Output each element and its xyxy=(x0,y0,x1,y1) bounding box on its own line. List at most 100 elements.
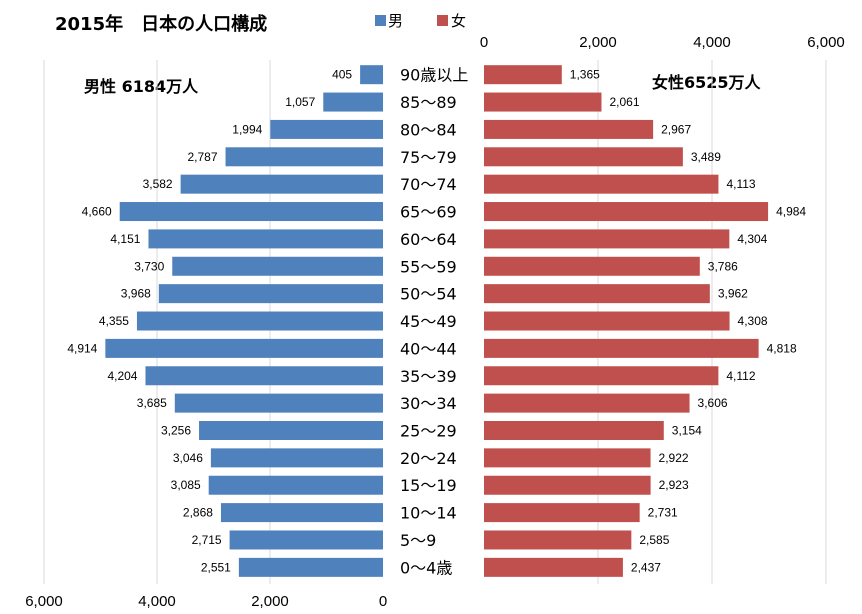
female-bar xyxy=(484,503,640,523)
age-group-label: 45～49 xyxy=(400,312,457,331)
female-data-label: 2,437 xyxy=(631,560,661,574)
male-data-label: 1,057 xyxy=(285,95,315,109)
female-bar xyxy=(484,147,683,167)
male-bar xyxy=(229,530,383,550)
male-bar xyxy=(174,393,383,413)
age-group-label: 15～19 xyxy=(400,476,457,495)
chart-title: 2015年 日本の人口構成 xyxy=(55,13,267,35)
male-x-tick-label: 4,000 xyxy=(138,593,176,610)
age-group-label: 10～14 xyxy=(400,504,457,523)
age-group-label: 70～74 xyxy=(400,175,457,194)
male-x-tick-label: 6,000 xyxy=(25,593,63,610)
male-x-tick-label: 0 xyxy=(379,593,387,610)
female-data-label: 3,962 xyxy=(718,287,748,301)
female-total-label: 女性6525万人 xyxy=(652,73,762,92)
female-bar xyxy=(484,475,651,495)
legend-label-female: 女 xyxy=(451,12,466,30)
legend: 男 女 xyxy=(375,12,466,30)
age-group-label: 65～69 xyxy=(400,203,457,222)
male-bar xyxy=(119,202,384,222)
male-bar xyxy=(323,92,383,112)
female-x-tick-label: 6,000 xyxy=(807,34,845,51)
male-data-label: 3,256 xyxy=(161,423,191,437)
male-data-label: 4,660 xyxy=(82,205,112,219)
male-bar xyxy=(136,311,383,331)
male-total-label: 男性 6184万人 xyxy=(84,77,199,96)
male-series: 405 1,057 1,994 2,787 3,582 4,660 4,151 3,730 3,… xyxy=(67,65,384,577)
female-x-tick-label: 2,000 xyxy=(579,34,617,51)
male-data-label: 2,715 xyxy=(192,533,222,547)
age-group-label: 40～44 xyxy=(400,339,457,358)
age-group-label: 55～59 xyxy=(400,257,457,276)
female-bar xyxy=(484,338,759,358)
female-data-label: 2,922 xyxy=(659,451,689,465)
female-bar xyxy=(484,229,730,249)
male-data-label: 1,994 xyxy=(232,122,262,136)
female-x-tick-label: 0 xyxy=(480,34,488,51)
age-group-label: 75～79 xyxy=(400,148,457,167)
female-bar xyxy=(484,92,602,112)
male-data-label: 3,968 xyxy=(121,287,151,301)
age-group-label: 30～34 xyxy=(400,394,457,413)
male-bar xyxy=(225,147,383,167)
age-group-label: 0～4歳 xyxy=(400,558,452,577)
legend-swatch-male xyxy=(375,15,386,26)
male-bar xyxy=(208,475,383,495)
male-bar xyxy=(180,174,383,194)
age-group-label: 90歳以上 xyxy=(400,66,468,85)
male-bar xyxy=(270,119,383,139)
female-data-label: 3,606 xyxy=(698,396,728,410)
age-group-label: 80～84 xyxy=(400,120,457,139)
male-bar xyxy=(238,557,383,577)
female-bar xyxy=(484,256,700,276)
male-data-label: 3,730 xyxy=(134,259,164,273)
female-data-label: 2,061 xyxy=(609,95,639,109)
legend-swatch-female xyxy=(437,15,448,26)
legend-label-male: 男 xyxy=(388,12,403,30)
female-data-label: 1,365 xyxy=(570,68,600,82)
male-data-label: 4,355 xyxy=(99,314,129,328)
female-data-label: 2,731 xyxy=(648,506,678,520)
female-data-label: 4,984 xyxy=(776,205,806,219)
female-data-label: 3,489 xyxy=(691,150,721,164)
male-bar xyxy=(158,284,383,304)
male-data-label: 4,151 xyxy=(110,232,140,246)
age-group-label: 60～64 xyxy=(400,230,457,249)
female-bar xyxy=(484,448,651,468)
male-x-tick-label: 2,000 xyxy=(251,593,289,610)
male-bar xyxy=(172,256,383,276)
female-bar xyxy=(484,311,730,331)
female-bar xyxy=(484,557,623,577)
female-axis-ticks: 0 2,000 4,000 6,000 xyxy=(480,34,845,51)
female-bar xyxy=(484,420,664,440)
male-bar xyxy=(210,448,383,468)
female-x-tick-label: 4,000 xyxy=(693,34,731,51)
male-data-label: 2,551 xyxy=(201,560,231,574)
female-bar xyxy=(484,366,719,386)
age-group-labels: 90歳以上 85～89 80～84 75～79 70～74 65～69 60～64 55～59… xyxy=(400,66,468,578)
male-data-label: 3,046 xyxy=(173,451,203,465)
female-data-label: 3,786 xyxy=(708,259,738,273)
female-data-label: 3,154 xyxy=(672,423,702,437)
male-bar xyxy=(220,503,383,523)
age-group-label: 50～54 xyxy=(400,285,457,304)
male-bar xyxy=(145,366,383,386)
age-group-label: 85～89 xyxy=(400,93,457,112)
male-bar xyxy=(148,229,383,249)
female-data-label: 2,923 xyxy=(659,478,689,492)
female-bar xyxy=(484,202,769,222)
female-bar xyxy=(484,284,710,304)
female-data-label: 4,818 xyxy=(767,341,797,355)
female-bar xyxy=(484,65,562,85)
female-bar xyxy=(484,530,632,550)
female-bar xyxy=(484,174,719,194)
male-axis-ticks: 6,000 4,000 2,000 0 xyxy=(25,593,387,610)
male-data-label: 405 xyxy=(332,68,352,82)
male-bar xyxy=(360,65,383,85)
male-data-label: 4,204 xyxy=(107,369,137,383)
female-data-label: 4,113 xyxy=(726,177,755,191)
male-bar xyxy=(105,338,383,358)
female-data-label: 2,585 xyxy=(639,533,669,547)
